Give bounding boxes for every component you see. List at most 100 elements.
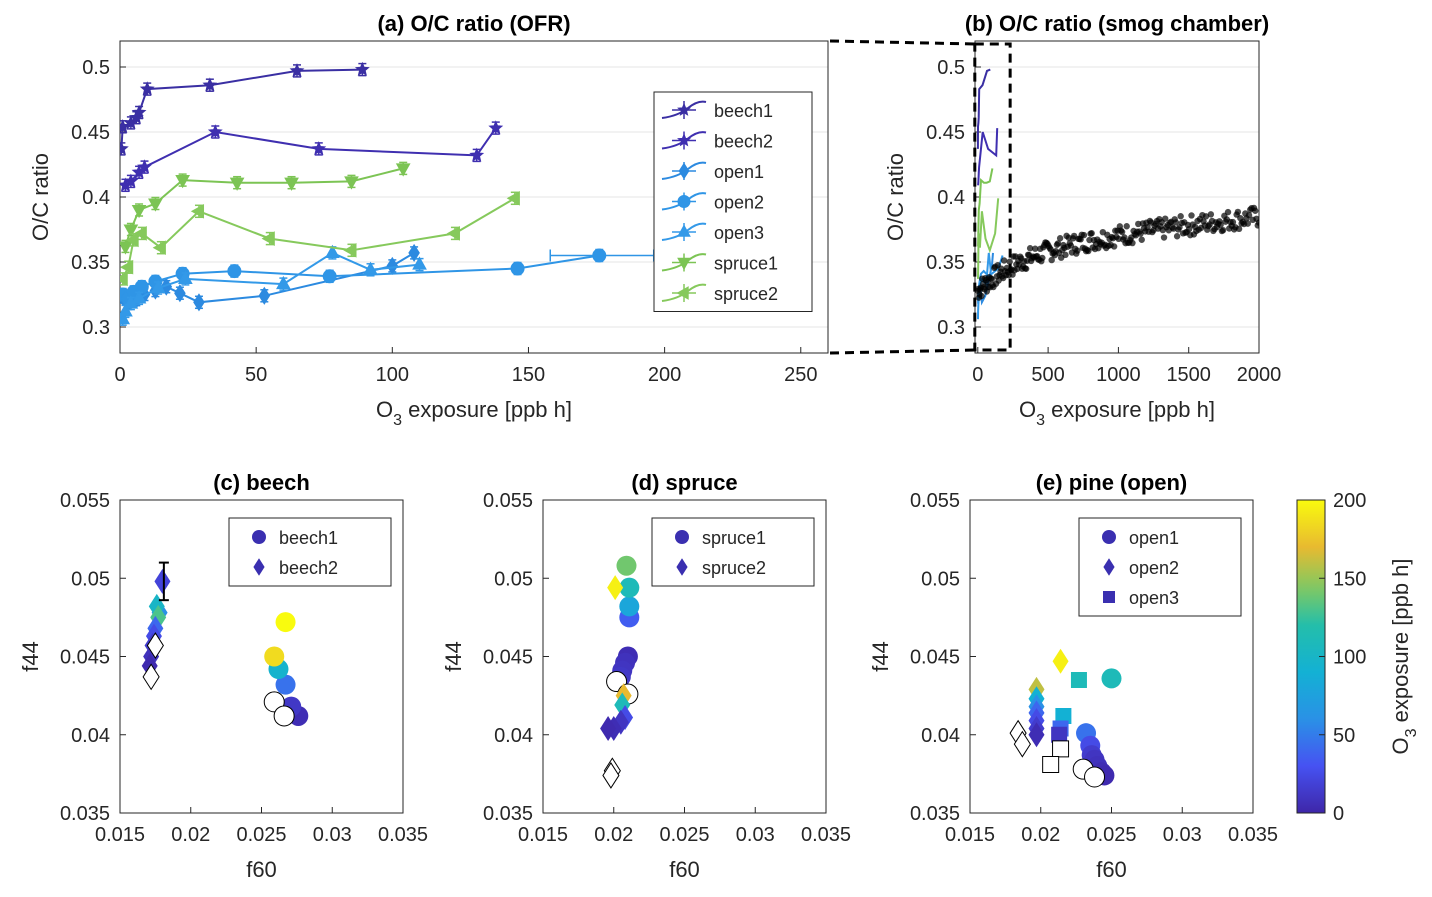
legend-label: beech2 <box>714 132 773 152</box>
data-point <box>190 203 205 219</box>
x-tick-label: 0.03 <box>1163 824 1202 846</box>
data-point <box>133 226 147 241</box>
data-point <box>120 259 134 275</box>
data-point <box>146 632 164 659</box>
y-tick-label: 0.05 <box>71 568 110 590</box>
colorbar-tick-label: 50 <box>1333 725 1355 747</box>
data-point <box>1207 211 1215 218</box>
legend-marker <box>677 257 691 271</box>
data-point <box>1229 218 1237 226</box>
colorbar-tick-label: 100 <box>1333 647 1366 669</box>
data-point <box>152 240 166 256</box>
zoom-connector-bottom <box>829 348 975 355</box>
x-tick-label: 0.025 <box>659 824 709 846</box>
legend-line <box>661 222 707 241</box>
data-point <box>258 286 271 305</box>
legend-marker <box>677 195 691 208</box>
series-beech2 <box>120 120 504 193</box>
data-point <box>446 226 460 241</box>
y-tick-label: 0.04 <box>921 725 960 747</box>
data-point <box>1185 225 1193 233</box>
data-point <box>1088 230 1095 237</box>
data-point <box>1170 225 1177 232</box>
data-point <box>408 243 420 262</box>
data-point <box>139 81 155 96</box>
data-point <box>311 141 327 156</box>
data-point <box>1224 208 1232 216</box>
data-point <box>1062 251 1069 259</box>
data-point <box>1080 231 1088 239</box>
data-point <box>284 177 299 191</box>
data-point <box>602 762 620 789</box>
legend-label: open1 <box>1129 528 1179 548</box>
data-point <box>1006 258 1013 265</box>
y-tick-label: 0.35 <box>926 252 965 274</box>
y-tick-label: 0.05 <box>494 568 533 590</box>
panel-a: 0 50 100 150 200 250 0.3 0.35 0.4 0.45 0.5 (a) O/C … <box>28 11 829 429</box>
x-tick-label: 100 <box>376 364 409 386</box>
data-point <box>619 596 640 617</box>
legend-label: open3 <box>1129 588 1179 608</box>
data-point <box>1138 236 1145 243</box>
x-tick-label: 1500 <box>1166 364 1211 386</box>
y-tick-label: 0.4 <box>937 187 965 209</box>
legend-item-spruce1: spruce1 <box>661 253 778 274</box>
data-point <box>123 173 139 188</box>
x-tick-label: 250 <box>784 364 817 386</box>
zoom-box <box>973 42 1012 352</box>
data-point <box>1013 730 1031 758</box>
data-point <box>275 674 296 695</box>
y-tick-label: 0.055 <box>910 490 960 512</box>
series-spruce2 <box>120 190 520 287</box>
data-point <box>343 242 357 258</box>
series-line <box>124 167 404 247</box>
legend-item-open3: open3 <box>661 222 764 243</box>
data-point <box>1173 233 1181 240</box>
legend-item-open1: open1 <box>661 161 764 182</box>
data-point <box>275 612 296 633</box>
data-point <box>131 104 147 119</box>
series-open1 <box>120 243 420 313</box>
legend-item-open2: open2 <box>661 192 764 213</box>
data-point <box>264 646 285 667</box>
y-tick-label: 0.045 <box>910 647 960 669</box>
y-tick-label: 0.045 <box>60 647 110 669</box>
y-tick-label: 0.035 <box>483 803 533 825</box>
legend-label: spruce2 <box>702 558 766 578</box>
data-point <box>227 264 242 279</box>
data-point <box>193 293 205 312</box>
data-point <box>202 77 218 92</box>
data-point <box>1252 207 1259 214</box>
legend-marker <box>252 530 266 544</box>
y-axis-label: f44 <box>441 641 466 672</box>
data-point <box>1234 208 1242 216</box>
x-tick-label: 0.03 <box>736 824 775 846</box>
y-tick-label: 0.45 <box>926 122 965 144</box>
legend-item-open3: open3 <box>1103 588 1179 608</box>
data-point <box>506 190 520 206</box>
data-point <box>395 163 411 177</box>
plot-area <box>975 68 1259 320</box>
x-axis-label: f60 <box>669 857 700 882</box>
legend-marker <box>678 162 690 180</box>
panel-b: 0 500 1000 1500 2000 0.3 0.35 0.4 0.45 0.5(b) O/C… <box>883 11 1281 429</box>
legend-item-open1: open1 <box>1102 528 1179 548</box>
x-tick-label: 0.035 <box>378 824 428 846</box>
data-point <box>150 279 166 294</box>
data-point <box>229 177 245 191</box>
legend-label: open2 <box>1129 558 1179 578</box>
colorbar-tick-label: 150 <box>1333 568 1366 590</box>
legend-label: beech2 <box>279 558 338 578</box>
y-tick-label: 0.05 <box>921 568 960 590</box>
series-open2 <box>120 248 607 306</box>
panel-c: 0.015 0.02 0.025 0.03 0.035 0.035 0.04 0.045 0.0… <box>18 470 428 882</box>
panel-title: (e) pine (open) <box>1036 470 1188 495</box>
data-point <box>273 705 295 727</box>
legend-marker <box>676 286 689 300</box>
colorbar-tick-label: 200 <box>1333 490 1366 512</box>
legend-box <box>651 517 815 587</box>
legend: beech1 beech2 open1 open2 open3 spruce1 spruce… <box>653 91 813 312</box>
data-point <box>1074 247 1081 254</box>
data-point <box>148 198 163 212</box>
colorbar-tick-label: 0 <box>1333 803 1344 825</box>
